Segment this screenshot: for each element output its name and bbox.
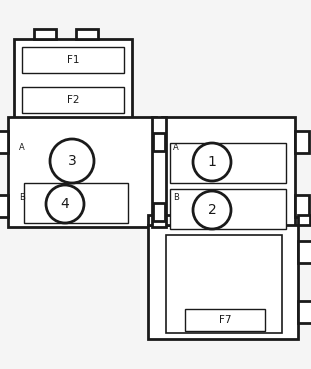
Circle shape	[50, 139, 94, 183]
Bar	[148, 225, 298, 339]
Bar	[34, 29, 56, 39]
Text: F2: F2	[67, 95, 79, 105]
Bar	[0, 131, 8, 153]
Circle shape	[193, 191, 231, 229]
Text: B: B	[173, 193, 179, 201]
Bar	[166, 235, 282, 333]
Bar	[185, 309, 265, 331]
Bar	[162, 117, 295, 227]
Bar	[152, 117, 166, 227]
Text: 2: 2	[208, 203, 216, 217]
Text: 4: 4	[61, 197, 69, 211]
Text: F7: F7	[219, 315, 231, 325]
Bar	[153, 203, 165, 221]
Bar	[148, 215, 174, 225]
Bar	[76, 29, 98, 39]
Bar	[22, 87, 124, 113]
Bar	[170, 189, 286, 229]
Circle shape	[46, 185, 84, 223]
Bar	[298, 241, 311, 263]
Bar	[8, 117, 156, 227]
Bar	[153, 133, 165, 151]
Bar	[24, 183, 128, 223]
Bar	[295, 195, 309, 217]
Bar	[298, 215, 310, 225]
Circle shape	[193, 143, 231, 181]
Bar	[22, 47, 124, 73]
Bar	[298, 301, 311, 323]
Text: A: A	[19, 142, 25, 152]
Text: A: A	[173, 142, 179, 152]
Text: 1: 1	[207, 155, 216, 169]
Text: F1: F1	[67, 55, 79, 65]
Bar	[295, 131, 309, 153]
Text: B: B	[19, 193, 25, 201]
Text: 3: 3	[67, 154, 77, 168]
Bar	[0, 195, 8, 217]
Bar	[14, 39, 132, 121]
Bar	[170, 143, 286, 183]
